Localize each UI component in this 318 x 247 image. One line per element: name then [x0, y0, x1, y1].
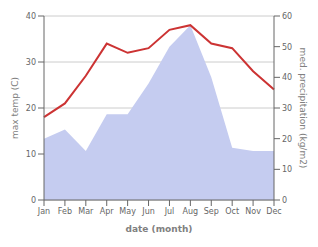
svg-text:60: 60	[282, 12, 292, 21]
svg-text:40: 40	[282, 73, 292, 82]
svg-text:20: 20	[26, 104, 36, 113]
svg-text:Apr: Apr	[100, 207, 115, 216]
svg-text:Jun: Jun	[141, 207, 155, 216]
svg-text:10: 10	[26, 150, 36, 159]
svg-text:Feb: Feb	[58, 207, 72, 216]
svg-text:30: 30	[282, 104, 292, 113]
svg-text:Mar: Mar	[78, 207, 94, 216]
svg-text:Nov: Nov	[245, 207, 261, 216]
svg-text:20: 20	[282, 135, 292, 144]
svg-text:0: 0	[282, 196, 287, 205]
svg-text:50: 50	[282, 43, 292, 52]
svg-text:max temp (C): max temp (C)	[10, 77, 20, 139]
svg-text:date (month): date (month)	[126, 224, 193, 234]
svg-text:Jan: Jan	[37, 207, 50, 216]
svg-text:0: 0	[31, 196, 36, 205]
svg-text:Sep: Sep	[204, 207, 219, 216]
svg-text:May: May	[119, 207, 136, 216]
svg-text:Jul: Jul	[164, 207, 175, 216]
svg-text:Dec: Dec	[266, 207, 281, 216]
svg-text:Oct: Oct	[225, 207, 239, 216]
svg-text:40: 40	[26, 12, 36, 21]
svg-text:10: 10	[282, 165, 292, 174]
svg-text:30: 30	[26, 58, 36, 67]
svg-text:med. precipitation (kg/m2): med. precipitation (kg/m2)	[298, 48, 308, 169]
svg-text:Aug: Aug	[183, 207, 199, 216]
